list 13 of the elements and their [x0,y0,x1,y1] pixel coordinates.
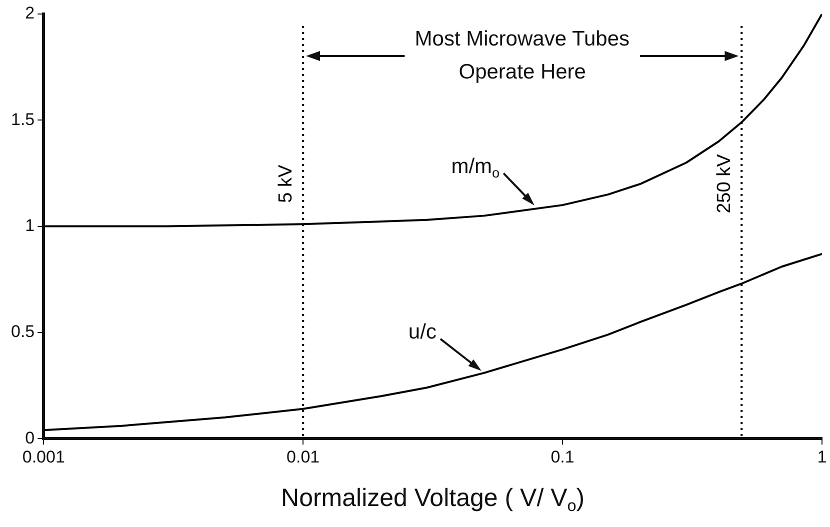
ref-line-label: 5 kV [275,164,296,203]
x-tick-label: 0.1 [550,447,574,466]
annotation: u/c [408,320,436,344]
x-tick-label: 0.001 [22,447,65,466]
y-tick-label: 2 [25,4,35,23]
x-tick-label: 0.01 [286,447,320,466]
x-tick-label: 1 [817,447,827,466]
y-tick-label: 1.5 [10,110,35,129]
annotation: Most Microwave Tubes Operate Here [414,27,630,84]
y-tick-label: 0.5 [10,322,35,342]
y-tick-label: 1 [25,216,35,235]
y-tick-label: 0 [25,428,35,448]
ref-line-label: 250 kV [714,154,735,214]
